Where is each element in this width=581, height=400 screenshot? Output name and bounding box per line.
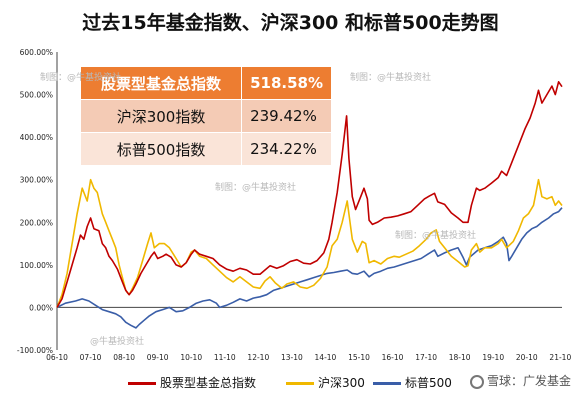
summary-row-csi300: 沪深300指数 239.42% <box>79 99 332 133</box>
summary-row-name: 股票型基金总指数 <box>79 66 243 100</box>
series-line-0 <box>56 81 563 308</box>
summary-row-sp500: 标普500指数 234.22% <box>79 132 332 166</box>
x-tick-label: 07-10 <box>80 353 102 362</box>
x-tick-label: 20-10 <box>516 353 538 362</box>
x-tick-label: 21-10 <box>549 353 571 362</box>
chart-series <box>56 81 563 329</box>
y-tick-label: 200.00% <box>20 218 53 227</box>
watermark: @牛基投资社 <box>90 337 145 347</box>
x-tick-label: 11-10 <box>214 353 236 362</box>
summary-row-name: 沪深300指数 <box>79 99 243 133</box>
x-tick-label: 19-10 <box>482 353 504 362</box>
summary-row-fund: 股票型基金总指数 518.58% <box>79 66 332 100</box>
x-tick-label: 17-10 <box>415 353 437 362</box>
y-tick-label: 100.00% <box>20 261 53 270</box>
source-credit: 雪球：广发基金 <box>470 372 571 389</box>
x-tick-label: 08-10 <box>113 353 135 362</box>
x-tick-label: 16-10 <box>382 353 404 362</box>
y-tick-label: 500.00% <box>20 91 53 100</box>
legend-swatch <box>373 382 401 385</box>
x-tick-label: 18-10 <box>449 353 471 362</box>
legend-label: 沪深300 <box>318 376 365 390</box>
chart-axes: 600.00% 500.00% 400.00% 300.00% 200.00% 100.0… <box>17 48 572 362</box>
x-tick-label: 14-10 <box>315 353 337 362</box>
x-tick-label: 10-10 <box>180 353 202 362</box>
legend-item-sp500: 标普500 <box>373 374 452 391</box>
page-title: 过去15年基金指数、沪深300 和标普500走势图 <box>82 12 499 34</box>
x-tick-label: 12-10 <box>247 353 269 362</box>
legend-swatch <box>128 382 156 385</box>
x-tick-label: 09-10 <box>147 353 169 362</box>
summary-row-value: 239.42% <box>241 99 332 133</box>
summary-row-name: 标普500指数 <box>79 132 243 166</box>
summary-table: 股票型基金总指数 518.58% 沪深300指数 239.42% 标普500指数… <box>79 66 332 166</box>
y-tick-label: 0.00% <box>29 303 53 312</box>
y-tick-label: -100.00% <box>17 346 53 355</box>
x-tick-label: 13-10 <box>281 353 303 362</box>
legend-swatch <box>286 382 314 385</box>
x-tick-label: 06-10 <box>46 353 68 362</box>
xueqiu-logo-icon <box>470 374 484 389</box>
legend-item-fund: 股票型基金总指数 <box>128 374 256 391</box>
legend-item-csi300: 沪深300 <box>286 374 365 391</box>
watermark: 制图：@牛基投资社 <box>395 231 477 241</box>
watermark: 制图：@牛基投资社 <box>215 183 297 193</box>
legend-label: 标普500 <box>405 376 452 390</box>
summary-row-value: 518.58% <box>241 66 332 100</box>
y-tick-label: 300.00% <box>20 176 53 185</box>
y-tick-label: 600.00% <box>20 48 53 57</box>
legend-label: 股票型基金总指数 <box>160 376 257 390</box>
watermark: 制图：@牛基投资社 <box>350 73 432 83</box>
credit-text: 雪球：广发基金 <box>487 374 572 388</box>
series-line-2 <box>56 207 563 329</box>
watermark: 制图：@牛基投资社 <box>40 73 122 83</box>
x-tick-label: 15-10 <box>348 353 370 362</box>
summary-row-value: 234.22% <box>241 132 332 166</box>
y-tick-label: 400.00% <box>20 133 53 142</box>
